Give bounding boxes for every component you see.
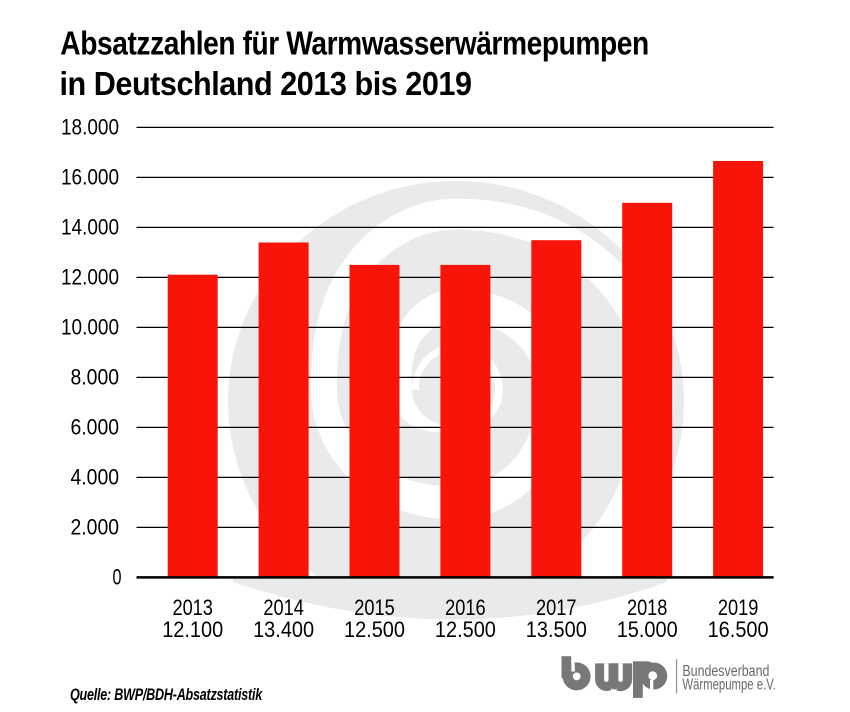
svg-text:2018: 2018 bbox=[627, 595, 668, 620]
svg-text:2017: 2017 bbox=[536, 595, 577, 620]
svg-text:Bundesverband: Bundesverband bbox=[682, 663, 769, 680]
svg-text:8.000: 8.000 bbox=[71, 365, 120, 390]
svg-text:15.000: 15.000 bbox=[617, 617, 678, 642]
svg-text:13.400: 13.400 bbox=[253, 617, 314, 642]
svg-text:Quelle: BWP/BDH-Absatzstatisti: Quelle: BWP/BDH-Absatzstatistik bbox=[70, 686, 263, 704]
svg-text:6.000: 6.000 bbox=[71, 415, 120, 440]
svg-text:Wärmepumpe e.V.: Wärmepumpe e.V. bbox=[682, 677, 776, 694]
svg-text:14.000: 14.000 bbox=[61, 215, 119, 240]
svg-text:18.000: 18.000 bbox=[61, 115, 119, 140]
svg-text:16.500: 16.500 bbox=[708, 617, 769, 642]
svg-text:2.000: 2.000 bbox=[71, 515, 120, 540]
svg-text:2019: 2019 bbox=[718, 595, 759, 620]
svg-text:16.000: 16.000 bbox=[61, 165, 119, 190]
svg-text:12.500: 12.500 bbox=[435, 617, 496, 642]
svg-text:in Deutschland 2013 bis 2019: in Deutschland 2013 bis 2019 bbox=[60, 65, 472, 102]
svg-text:2013: 2013 bbox=[172, 595, 213, 620]
svg-text:12.500: 12.500 bbox=[344, 617, 405, 642]
svg-text:0: 0 bbox=[113, 565, 122, 590]
svg-text:12.100: 12.100 bbox=[162, 617, 223, 642]
svg-text:Absatzzahlen für Warmwasserwär: Absatzzahlen für Warmwasserwärmepumpen bbox=[60, 25, 649, 62]
svg-text:10.000: 10.000 bbox=[61, 315, 119, 340]
svg-text:2015: 2015 bbox=[354, 595, 395, 620]
svg-text:2014: 2014 bbox=[263, 595, 304, 620]
svg-text:2016: 2016 bbox=[445, 595, 486, 620]
svg-text:13.500: 13.500 bbox=[526, 617, 587, 642]
svg-text:12.000: 12.000 bbox=[61, 265, 119, 290]
svg-text:4.000: 4.000 bbox=[71, 465, 120, 490]
